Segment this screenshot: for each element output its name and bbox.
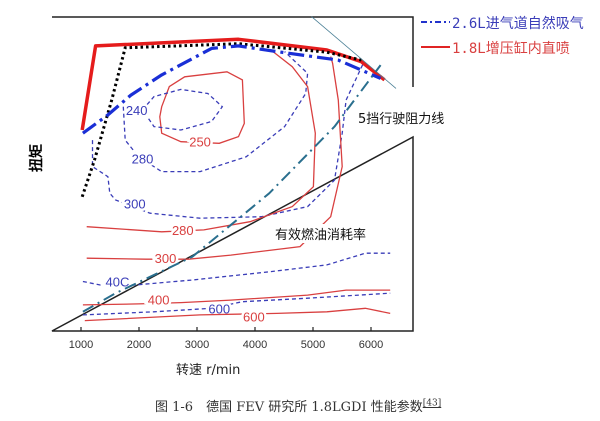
legend-text-2.6L: 2.6L进气道自然吸气 <box>452 16 584 32</box>
x-tick-label: 1000 <box>69 339 93 351</box>
x-tick-label: 6000 <box>359 339 383 351</box>
series-full-load-black-dotted <box>80 42 362 198</box>
contour-label: 280 <box>172 223 194 238</box>
contour-label: 300 <box>124 196 146 211</box>
contour-label: 40C <box>106 275 130 290</box>
caption-reference: [43] <box>422 398 442 409</box>
contour-2.6L-240 <box>141 88 224 131</box>
figure-caption: 图 1-6 德国 FEV 研究所 1.8LGDI 性能参数[43] <box>155 396 441 415</box>
series-thin-gray-line <box>311 16 397 89</box>
contour-1.8L-600 <box>84 307 391 322</box>
annotation-road-load: 5挡行驶阻力线 <box>356 108 447 127</box>
x-tick-label: 2000 <box>127 339 151 351</box>
x-axis-label: 转速 r/min <box>176 363 241 378</box>
contour-1.8L-280 <box>86 51 316 233</box>
contour-1.8L-400 <box>82 289 391 306</box>
contour-label: 400 <box>148 293 170 308</box>
contour-2.6L-40C <box>82 252 391 286</box>
x-tick-label: 5000 <box>301 339 325 351</box>
legend-item-1.8L: 1.8L增压缸内直喷 <box>420 38 570 58</box>
contour-2.6L-280 <box>122 51 309 173</box>
contour-label: 280 <box>132 151 154 166</box>
contour-label: 240 <box>126 103 148 118</box>
x-tick-label: 3000 <box>185 339 209 351</box>
x-tick-label: 4000 <box>243 339 267 351</box>
series-full-load-2.6L <box>81 44 382 135</box>
contour-label: 250 <box>189 135 211 150</box>
contour-2.6L-300 <box>91 63 364 219</box>
contour-label: 600 <box>243 310 265 325</box>
contour-1.8L-250 <box>159 71 245 144</box>
caption-text: 图 1-6 德国 FEV 研究所 1.8LGDI 性能参数 <box>155 400 423 415</box>
contour-label: 300 <box>155 251 177 266</box>
series-5th-gear-road-load <box>82 64 382 313</box>
plot-frame <box>51 16 414 332</box>
annotation-bsfc: 有效燃油消耗率 <box>273 224 369 243</box>
contour-2.6L-600 <box>82 292 391 316</box>
legend-text-1.8L: 1.8L增压缸内直喷 <box>452 41 570 57</box>
y-axis-label: 扭矩 <box>29 144 45 172</box>
legend-item-2.6L: 2.6L进气道自然吸气 <box>420 13 584 33</box>
series-full-load-1.8L <box>80 37 386 131</box>
